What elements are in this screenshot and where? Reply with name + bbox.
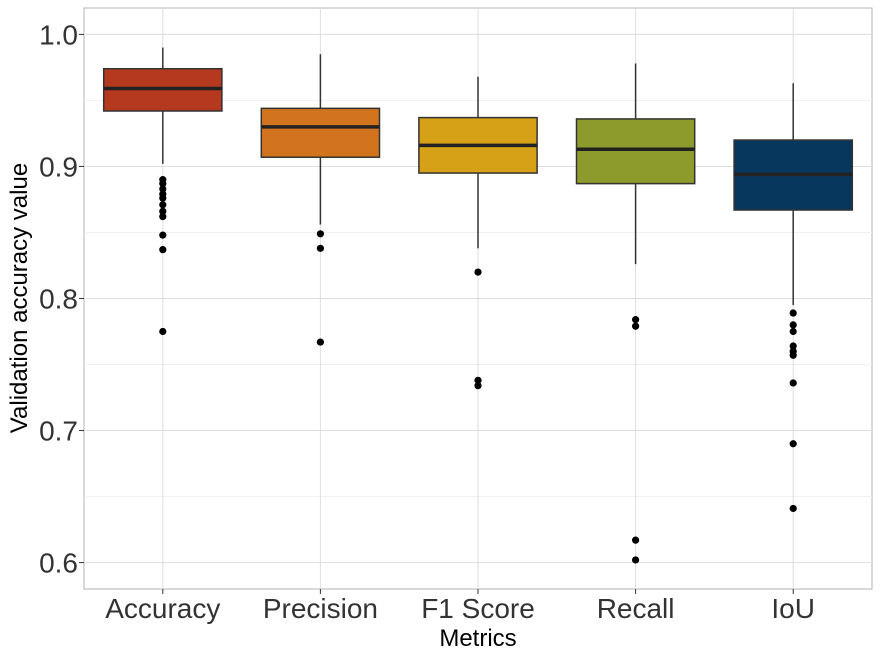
y-tick-label: 0.7 [39, 416, 78, 447]
outlier-point [632, 322, 640, 330]
outlier-point [316, 244, 324, 252]
outlier-point [159, 194, 167, 202]
outlier-point [789, 342, 797, 350]
y-tick-label: 0.8 [39, 284, 78, 315]
outlier-point [316, 338, 324, 346]
outlier-point [789, 504, 797, 513]
outlier-point [159, 231, 167, 239]
y-tick-labels: 0.6 0.7 0.8 0.9 1.0 [39, 19, 78, 578]
y-tick-label: 1.0 [39, 19, 78, 50]
outlier-point [789, 309, 797, 317]
outlier-point [159, 180, 167, 188]
x-tick-label: IoU [771, 593, 815, 624]
outlier-point [632, 316, 640, 324]
outlier-point [474, 382, 482, 390]
y-tick-label: 0.9 [39, 151, 78, 182]
x-tick-label: Precision [263, 593, 378, 624]
outlier-point [789, 379, 797, 387]
y-tick-label: 0.6 [39, 548, 78, 579]
box-iou [733, 83, 854, 513]
outlier-point [632, 556, 640, 564]
x-tick-labels: Accuracy Precision F1 Score Recall IoU [105, 593, 815, 624]
outlier-point [159, 201, 167, 209]
outlier-point [789, 321, 797, 329]
box-precision [260, 54, 381, 346]
outlier-point [632, 536, 640, 544]
x-axis-title: Metrics [439, 625, 516, 652]
outlier-point [159, 246, 167, 254]
x-tick-label: F1 Score [421, 593, 535, 624]
x-tick-label: Accuracy [105, 593, 220, 624]
outlier-point [474, 376, 482, 384]
outlier-point [159, 207, 167, 215]
outlier-point [789, 351, 797, 359]
box-accuracy [102, 47, 223, 336]
box-body [575, 118, 696, 185]
box-f1-score [418, 76, 538, 390]
box-body [260, 107, 381, 158]
outlier-point [789, 440, 797, 448]
y-axis-title: Validation accuracy value [6, 163, 33, 433]
boxes [102, 47, 854, 564]
x-tick-label: Recall [597, 593, 675, 624]
outlier-point [159, 185, 167, 193]
outlier-point [789, 327, 797, 336]
outlier-point [474, 268, 482, 276]
box-recall [575, 63, 696, 564]
outlier-point [159, 213, 167, 221]
outlier-point [316, 230, 324, 238]
outlier-point [159, 327, 167, 336]
